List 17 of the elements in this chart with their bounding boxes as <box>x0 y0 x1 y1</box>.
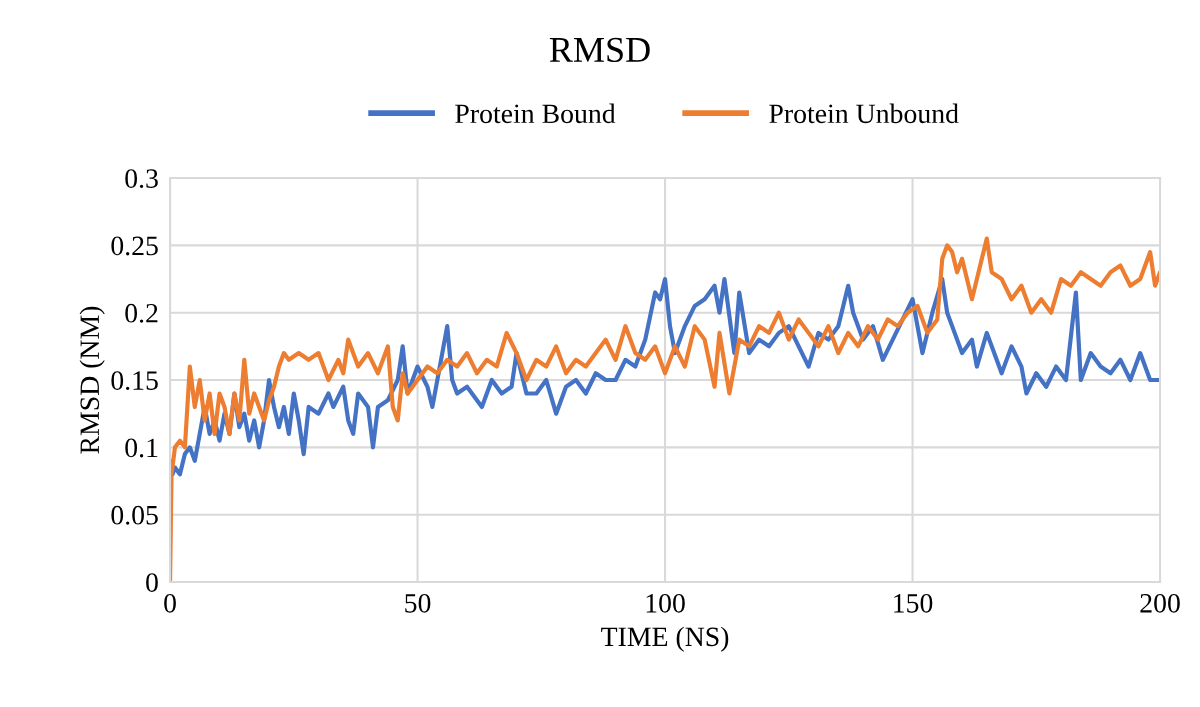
legend-label: Protein Unbound <box>769 103 959 124</box>
y-tick-label: 0 <box>146 573 158 592</box>
y-tick-label: 0.3 <box>125 169 158 189</box>
y-axis-title: RMSD (NM) <box>79 306 105 454</box>
x-tick-label: 100 <box>646 593 685 613</box>
y-tick-label: 0.1 <box>125 438 158 458</box>
x-axis-title: TIME (NS) <box>601 626 729 652</box>
y-tick-label: 0.25 <box>111 236 158 256</box>
x-tick-label: 200 <box>1140 593 1180 613</box>
chart-title: RMSD <box>549 37 650 63</box>
x-tick-label: 150 <box>894 593 933 613</box>
x-tick-label: 50 <box>405 593 431 613</box>
legend-label: Protein Bound <box>455 103 616 124</box>
y-tick-label: 0.05 <box>111 505 158 525</box>
x-tick-label: 0 <box>164 593 176 613</box>
y-tick-label: 0.2 <box>125 303 158 323</box>
y-tick-label: 0.15 <box>111 371 158 391</box>
